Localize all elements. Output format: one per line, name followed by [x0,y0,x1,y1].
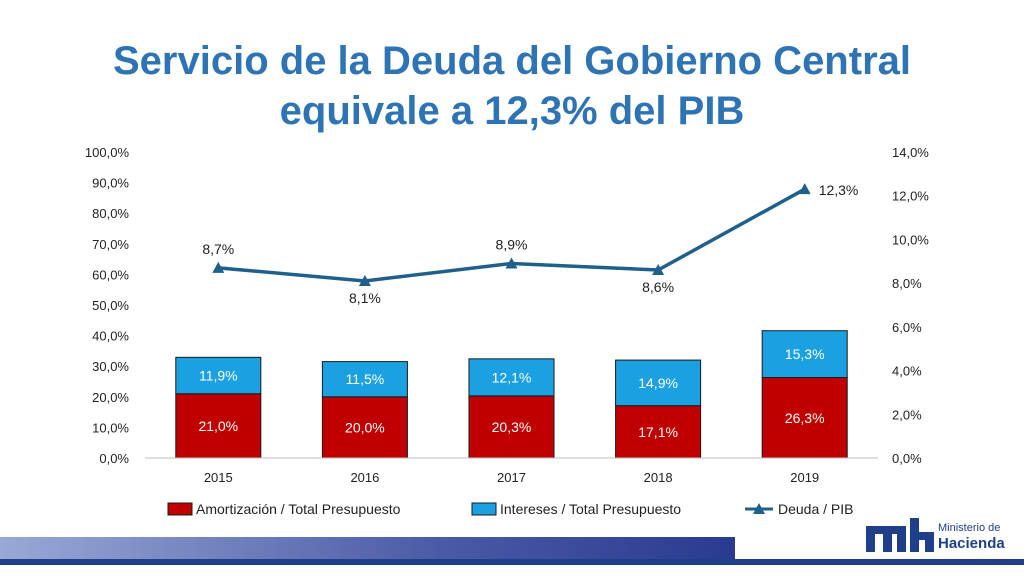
line-data-label: 8,7% [202,241,234,257]
x-tick-label: 2019 [790,470,819,485]
y-left-tick-label: 100,0% [85,145,130,160]
title-line-1: Servicio de la Deuda del Gobierno Centra… [113,39,911,83]
legend-swatch-intereses [471,502,497,516]
line-data-label: 8,6% [642,279,674,295]
y-left-tick-label: 80,0% [92,206,129,221]
y-left-tick-label: 30,0% [92,359,129,374]
y-right-tick-label: 6,0% [892,320,922,335]
logo-text-ministerio: Ministerio de [938,522,1001,534]
deuda-pib-marker [798,183,811,195]
bar-data-label: 21,0% [198,418,238,434]
bar-data-label: 11,9% [199,368,238,384]
y-left-tick-label: 10,0% [92,420,129,435]
x-tick-label: 2018 [644,470,673,485]
legend-swatch-amortizacion [167,502,193,516]
y-left-tick-label: 70,0% [92,237,129,252]
line-data-label: 8,9% [496,236,528,252]
x-tick-label: 2015 [204,470,233,485]
bar-data-label: 12,1% [492,369,532,385]
y-left-tick-label: 90,0% [92,176,129,191]
line-data-label: 8,1% [349,290,381,306]
logo-text-hacienda: Hacienda [938,535,1005,552]
y-left-tick-label: 60,0% [92,267,129,282]
y-left-tick-label: 40,0% [92,329,129,344]
x-tick-label: 2016 [350,470,379,485]
legend-label-intereses: Intereses / Total Presupuesto [500,501,681,517]
bar-data-label: 14,9% [638,375,678,391]
deuda-pib-marker [212,261,225,273]
bar-data-label: 20,0% [345,419,385,435]
deuda-pib-marker [652,264,665,276]
footer-gradient-bar [0,537,735,559]
bar-data-label: 26,3% [785,410,825,426]
legend-label-deuda-pib: Deuda / PIB [778,501,854,517]
y-right-tick-label: 8,0% [892,276,922,291]
bar-intereses [321,361,408,398]
deuda-pib-marker [358,274,371,286]
x-tick-label: 2017 [497,470,526,485]
y-right-tick-label: 10,0% [892,232,929,247]
deuda-pib-marker [505,257,518,269]
page-title: Servicio de la Deuda del Gobierno Centra… [0,36,1024,136]
bar-amortizacion [468,395,555,459]
bar-intereses [761,330,848,379]
bar-intereses [615,359,702,407]
mh-logo-icon [866,518,934,552]
bar-data-label: 20,3% [492,419,532,435]
line-data-label: 12,3% [819,182,859,198]
legend-label-amortizacion: Amortización / Total Presupuesto [196,501,401,517]
footer-line [0,559,1024,565]
y-right-tick-label: 14,0% [892,145,929,160]
bar-intereses [175,356,262,395]
bar-intereses [468,358,555,397]
y-left-tick-label: 50,0% [92,298,129,313]
bar-amortizacion [615,405,702,459]
y-left-tick-label: 0,0% [99,451,129,466]
y-right-tick-label: 2,0% [892,407,922,422]
ministry-logo: Ministerio de Hacienda [866,516,1006,556]
bar-data-label: 15,3% [785,346,825,362]
title-line-2: equivale a 12,3% del PIB [279,89,745,133]
bar-data-label: 11,5% [346,371,385,387]
bar-data-label: 17,1% [638,424,678,440]
legend-marker-deuda-pib [753,503,765,514]
y-right-tick-label: 0,0% [892,451,922,466]
y-right-tick-label: 12,0% [892,189,929,204]
y-left-tick-label: 20,0% [92,390,129,405]
bar-amortizacion [321,396,408,459]
y-right-tick-label: 4,0% [892,364,922,379]
